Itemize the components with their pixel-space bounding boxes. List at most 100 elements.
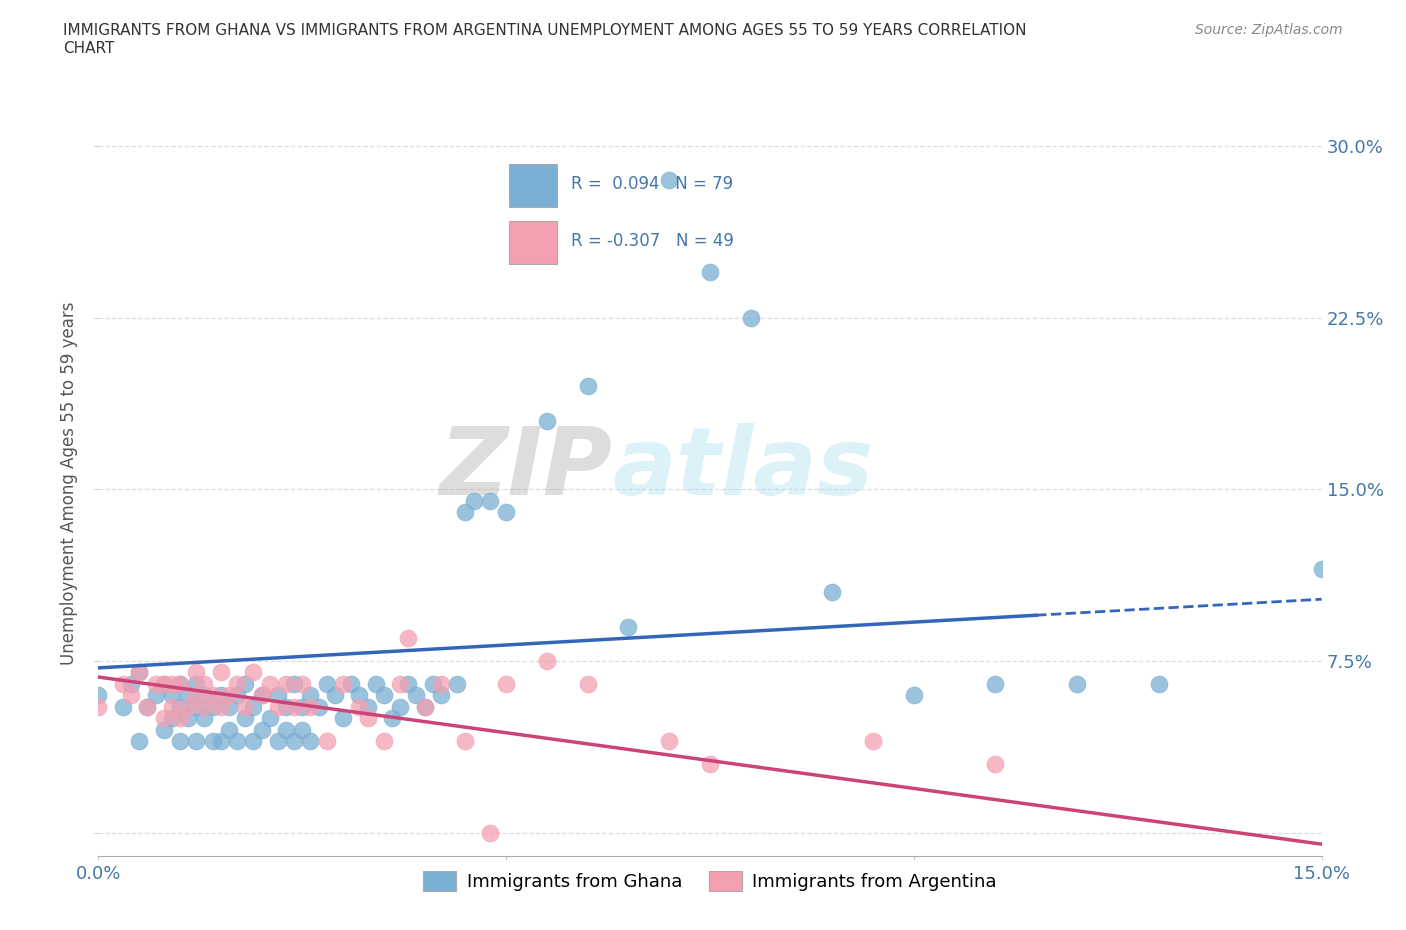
Point [283, 734, 305, 749]
Point [120, 676, 142, 691]
Point [283, 699, 305, 714]
Point [308, 699, 330, 714]
Point [111, 676, 134, 691]
Point [349, 699, 371, 714]
Point [87, 688, 110, 703]
Point [299, 734, 322, 749]
Point [209, 699, 232, 714]
Point [478, 493, 501, 508]
Point [405, 688, 427, 703]
Point [389, 699, 412, 714]
Point [242, 734, 264, 749]
Point [145, 688, 167, 703]
Point [160, 676, 183, 691]
Point [356, 699, 378, 714]
Point [1310, 562, 1333, 577]
Point [658, 734, 681, 749]
Point [87, 699, 110, 714]
Point [218, 699, 240, 714]
Point [250, 723, 273, 737]
Point [274, 676, 297, 691]
Point [193, 699, 215, 714]
Point [617, 619, 640, 634]
Point [821, 585, 844, 600]
Point [145, 676, 167, 691]
Point [233, 699, 256, 714]
Point [209, 734, 232, 749]
Point [373, 734, 395, 749]
Point [536, 654, 558, 669]
Point [413, 699, 436, 714]
Point [984, 676, 1007, 691]
Point [699, 264, 721, 279]
Point [160, 688, 183, 703]
Point [209, 688, 232, 703]
Point [169, 676, 191, 691]
Point [233, 711, 256, 725]
Point [259, 711, 281, 725]
Point [340, 676, 363, 691]
Point [356, 711, 378, 725]
Point [364, 676, 387, 691]
Point [381, 711, 404, 725]
Point [332, 676, 354, 691]
Point [218, 723, 240, 737]
Point [267, 699, 290, 714]
Point [169, 734, 191, 749]
Point [536, 413, 558, 428]
Point [413, 699, 436, 714]
Point [576, 379, 599, 393]
Point [1147, 676, 1170, 691]
Point [233, 676, 256, 691]
Point [111, 699, 134, 714]
Point [658, 173, 681, 188]
Point [1066, 676, 1088, 691]
Point [242, 699, 264, 714]
Point [201, 734, 224, 749]
Point [454, 505, 477, 520]
Point [315, 676, 337, 691]
Point [201, 688, 224, 703]
Point [169, 711, 191, 725]
Point [250, 688, 273, 703]
Text: ZIP: ZIP [439, 423, 612, 514]
Point [226, 734, 249, 749]
Point [396, 676, 419, 691]
Point [128, 665, 150, 680]
Point [740, 311, 762, 325]
Point [332, 711, 354, 725]
Point [218, 688, 240, 703]
Point [430, 676, 453, 691]
Point [169, 699, 191, 714]
Point [136, 699, 159, 714]
Point [267, 688, 290, 703]
Point [430, 688, 453, 703]
Point [186, 699, 208, 714]
Point [169, 676, 191, 691]
Point [349, 688, 371, 703]
Point [396, 631, 419, 645]
Point [274, 723, 297, 737]
Point [250, 688, 273, 703]
Y-axis label: Unemployment Among Ages 55 to 59 years: Unemployment Among Ages 55 to 59 years [60, 302, 79, 665]
Point [136, 699, 159, 714]
Point [699, 757, 721, 772]
Point [454, 734, 477, 749]
Text: IMMIGRANTS FROM GHANA VS IMMIGRANTS FROM ARGENTINA UNEMPLOYMENT AMONG AGES 55 TO: IMMIGRANTS FROM GHANA VS IMMIGRANTS FROM… [63, 23, 1026, 56]
Point [128, 665, 150, 680]
Point [128, 734, 150, 749]
Point [373, 688, 395, 703]
Point [291, 723, 314, 737]
Point [274, 699, 297, 714]
Text: Source: ZipAtlas.com: Source: ZipAtlas.com [1195, 23, 1343, 37]
Point [152, 711, 174, 725]
Point [323, 688, 346, 703]
Point [389, 676, 412, 691]
Point [226, 676, 249, 691]
Point [984, 757, 1007, 772]
Point [446, 676, 468, 691]
Point [259, 676, 281, 691]
Point [291, 699, 314, 714]
Point [177, 699, 200, 714]
Point [177, 688, 200, 703]
